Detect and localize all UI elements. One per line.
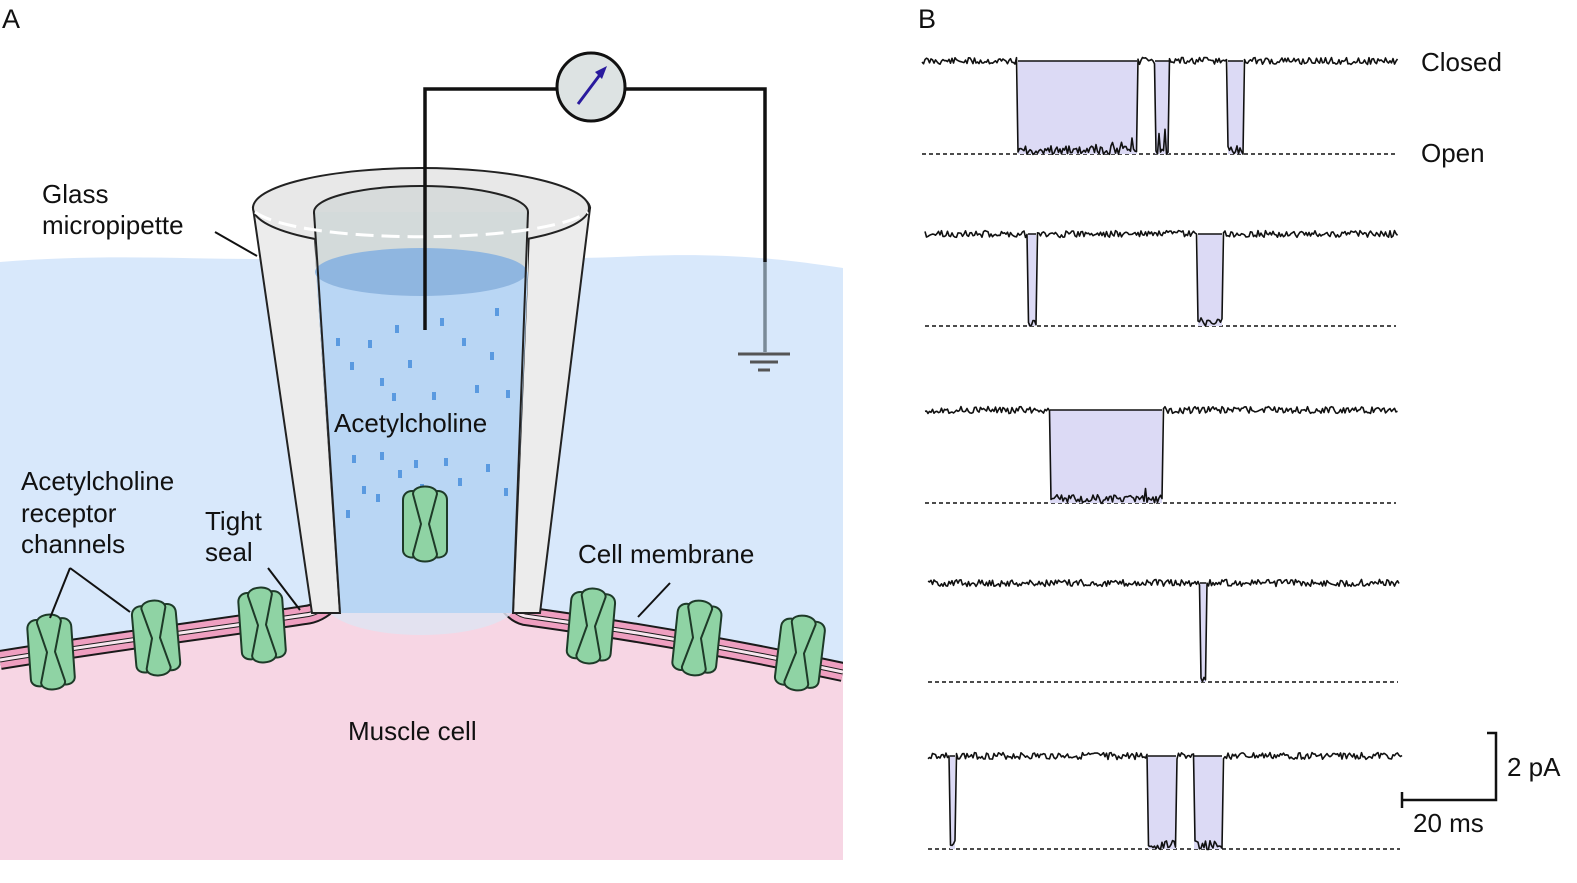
receptor-channel-icon [773,614,826,692]
single-channel-traces [921,56,1403,851]
acetylcholine-dot [414,460,418,468]
open-interval [1148,756,1176,849]
receptor-channels [26,485,826,692]
acetylcholine-dot [376,494,380,502]
cell-membrane-label: Cell membrane [578,539,754,569]
receptor-channel-icon [402,485,448,563]
recording-circuit [423,87,767,330]
trace-line [924,229,1399,327]
acetylcholine-dot [490,352,494,360]
scale-current-label: 2 pA [1507,752,1561,782]
panel-a-letter: A [2,4,20,34]
acetylcholine-dot [352,455,356,463]
acetylcholine-dot [506,390,510,398]
acetylcholine-dot [440,318,444,326]
acetylcholine-dot [408,360,412,368]
open-state-label: Open [1421,138,1485,168]
acetylcholine-dot [504,488,508,496]
acetylcholine-dot [362,486,366,494]
trace-line [924,405,1398,505]
acetylcholine-dot [346,510,350,518]
open-interval [1228,61,1243,154]
ground-icon [738,352,790,372]
tight-seal-label-line1: Tight [205,506,263,536]
panel-a: A [0,4,843,860]
pipette-label-line1: Glass [42,179,108,209]
acetylcholine-dot [398,470,402,478]
acetylcholine-dot [380,378,384,386]
scale-time-label: 20 ms [1413,808,1484,838]
receptor-label-line2: receptor [21,498,117,528]
acetylcholine-dot [432,392,436,400]
muscle-cell [0,533,843,860]
acetylcholine-dot [486,464,490,472]
open-interval [1194,756,1222,849]
receptor-channel-icon [565,587,617,665]
current-trace [924,405,1398,505]
pipette-label-line2: micropipette [42,210,184,240]
current-meter-icon [555,51,627,123]
scale-bar [1400,731,1498,808]
current-trace [924,229,1399,327]
receptor-channel-icon [237,586,287,664]
pipette-solution [316,272,528,613]
receptor-channel-icon [130,599,182,677]
acetylcholine-dot [368,340,372,348]
open-interval [1050,410,1162,503]
receptor-channel-icon [671,599,723,677]
acetylcholine-molecules [336,308,510,518]
acetylcholine-dot [392,393,396,401]
open-interval [1198,234,1222,326]
leader-lines [49,231,671,619]
trace-line [927,751,1403,851]
panel-b-letter: B [918,4,936,34]
acetylcholine-dot [395,325,399,333]
muscle-cell-label: Muscle cell [348,716,477,746]
closed-state-label: Closed [1421,47,1502,77]
receptor-label-line3: channels [21,529,125,559]
current-trace [927,578,1400,683]
current-trace [921,56,1399,156]
acetylcholine-dot [475,385,479,393]
glass-micropipette [251,166,592,614]
open-interval [1028,234,1036,326]
acetylcholine-dot [458,478,462,486]
acetylcholine-dot [444,458,448,466]
acetylcholine-dot [462,338,466,346]
acetylcholine-dot [380,452,384,460]
open-interval [950,756,955,849]
open-interval [1018,61,1137,154]
receptor-channel-icon [26,613,76,691]
trace-line [921,56,1399,156]
acetylcholine-dot [336,338,340,346]
open-interval [1200,583,1206,682]
acetylcholine-dot [495,308,499,316]
acetylcholine-label: Acetylcholine [334,408,487,438]
trace-line [927,578,1400,683]
receptor-label-line1: Acetylcholine [21,466,174,496]
open-interval [1155,61,1169,154]
acetylcholine-dot [350,362,354,370]
tight-seal-label-line2: seal [205,537,253,567]
panel-b: B Closed Open 2 pA 20 ms [918,4,1561,851]
current-trace [927,751,1403,851]
